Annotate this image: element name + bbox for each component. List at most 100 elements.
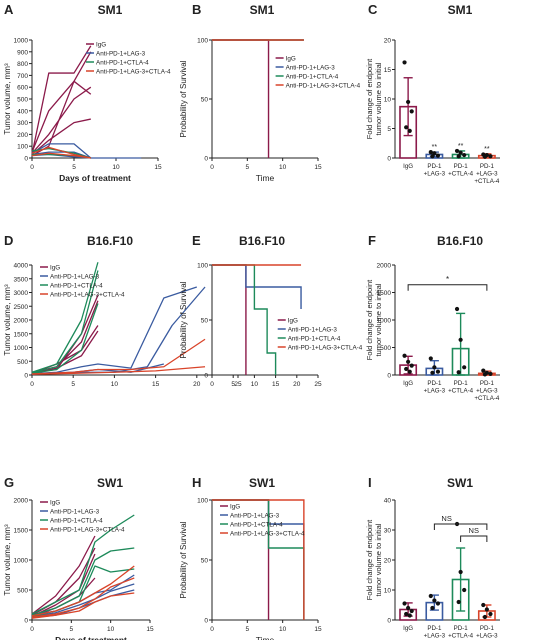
y-tick-label: 20 (384, 38, 392, 45)
series-line-3 (31, 366, 206, 375)
legend-label: Anti-PD-1+LAG-3 (50, 274, 100, 281)
y-tick-label: 2000 (377, 263, 392, 270)
data-point (407, 613, 412, 618)
legend-label: IgG (230, 504, 240, 511)
category-label: IgG (403, 380, 413, 387)
y-tick-label: 500 (17, 359, 28, 366)
category-label: PD-1 (454, 625, 469, 632)
x-tick-label: 10 (107, 626, 115, 633)
panel-letter: B (192, 2, 201, 17)
y-tick-label: 300 (17, 120, 28, 127)
x-tick-label: 10 (279, 164, 287, 171)
data-point (481, 602, 486, 608)
category-label: +LAG-3 (476, 633, 498, 640)
category-label: +CTLA-4 (474, 395, 499, 402)
series-line-0 (31, 51, 92, 153)
y-tick-label: 100 (17, 144, 28, 151)
survival-curve-0 (212, 264, 247, 375)
category-label: +CTLA-4 (448, 388, 473, 395)
significance-label: ** (432, 144, 438, 151)
y-tick-label: 1500 (14, 331, 29, 338)
category-label: +LAG-3 (424, 388, 446, 395)
data-point (456, 370, 461, 375)
legend-label: Anti-PD-1+LAG-3+CTLA-4 (288, 345, 363, 352)
legend-label: Anti-PD-1+LAG-3+CTLA-4 (50, 527, 125, 534)
data-point (402, 60, 407, 65)
x-tick-label: 15 (146, 626, 154, 633)
data-point (430, 370, 435, 375)
series-line-0 (31, 300, 99, 374)
category-label: IgG (403, 163, 413, 170)
y-tick-label: 1000 (14, 558, 29, 565)
y-tick-label: 100 (197, 38, 208, 45)
panel-letter: G (4, 475, 14, 490)
series-line-0 (31, 86, 92, 154)
panel-d: D B16.F1005001000150020002500300035004000… (3, 233, 242, 388)
category-label: PD-1 (480, 163, 495, 170)
data-point (404, 366, 409, 372)
legend-label: Anti-PD-1+LAG-3 (230, 513, 280, 520)
data-point (462, 152, 467, 158)
category-label: +CTLA-4 (474, 178, 499, 185)
y-axis-label: Probability of Survival (179, 281, 188, 358)
y-tick-label: 15 (384, 67, 392, 74)
y-tick-label: 50 (201, 97, 209, 104)
y-tick-label: 10 (384, 588, 392, 595)
y-tick-label: 0 (204, 156, 208, 163)
data-point (406, 605, 411, 611)
y-tick-label: 500 (17, 588, 28, 595)
x-tick-label: 15 (152, 381, 160, 388)
legend-label: IgG (288, 318, 298, 325)
legend-label: IgG (50, 500, 60, 507)
panel-title: SW1 (447, 476, 473, 490)
panel-b: B SM1 0 50 100 Probability of Survival 0 5 10 15 T… (179, 2, 361, 183)
y-axis-label: Fold change of endpoint (365, 519, 374, 600)
panel-letter: I (368, 475, 372, 490)
survival-curve-0 (212, 39, 270, 158)
legend-label: IgG (50, 265, 60, 272)
x-axis-label: Days of treatment (59, 173, 131, 183)
data-point (402, 601, 407, 606)
panel-letter: D (4, 233, 13, 248)
data-point (404, 611, 409, 617)
data-point (458, 569, 463, 575)
y-tick-label: 30 (384, 528, 392, 535)
data-point (407, 128, 412, 133)
x-tick-label: 10 (279, 626, 287, 633)
y-tick-label: 100 (197, 263, 208, 270)
y-tick-label: 500 (380, 345, 391, 352)
y-tick-label: 500 (17, 97, 28, 104)
y-tick-label: 100 (197, 498, 208, 505)
x-tick-label: 15 (154, 164, 162, 171)
data-point (454, 306, 460, 312)
panel-h: H SW1 0 50 100 Probability of Survival 0 5 10 15 T… (179, 475, 322, 640)
legend-label: Anti-PD-1+CTLA-4 (288, 336, 341, 343)
x-axis-label: Days of treatment (55, 635, 127, 640)
survival-curve-2 (212, 264, 277, 375)
y-tick-label: 200 (17, 132, 28, 139)
y-axis-label: Probability of Survival (179, 60, 188, 137)
series-line-0 (31, 553, 96, 617)
significance-label: ** (458, 143, 464, 150)
data-point (488, 154, 493, 159)
y-tick-label: 700 (17, 73, 28, 80)
panel-title: B16.F10 (437, 234, 483, 248)
panel-e: E B16.F10 0 50 100 Probability of Survival 0 5 1… (179, 233, 363, 388)
x-axis-label: Time (256, 173, 275, 183)
y-axis-label: tumor volume to initial (374, 283, 383, 356)
x-tick-label: 0 (210, 381, 214, 388)
series-line-3 (31, 152, 91, 159)
panel-letter: H (192, 475, 201, 490)
x-tick-label: 0 (30, 164, 34, 171)
category-label: +LAG-3 (476, 388, 498, 395)
series-line-0 (31, 535, 96, 615)
panel-f: F B16.F10 0 500 1000 1500 2000 Fold change of e… (365, 233, 500, 402)
category-label: PD-1 (427, 380, 442, 387)
category-label: PD-1 (480, 380, 495, 387)
category-label: PD-1 (454, 380, 469, 387)
data-point (435, 601, 441, 606)
significance-bracket (460, 535, 488, 542)
x-tick-label: 15 (272, 381, 280, 388)
data-point (482, 614, 488, 620)
panel-a: A SM101002003004005006007008009001000Tumo… (3, 2, 171, 183)
